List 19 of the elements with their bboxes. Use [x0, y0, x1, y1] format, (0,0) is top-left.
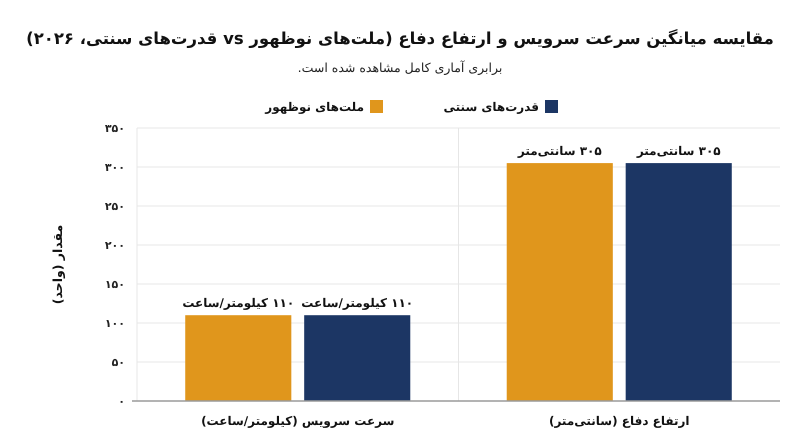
y-tick-label: ۱۰۰	[104, 317, 125, 330]
legend-label: قدرت‌های سنتی	[444, 100, 539, 114]
y-tick-label: ۱۵۰	[104, 278, 125, 291]
chart-title: مقایسه میانگین سرعت سرویس و ارتفاع دفاع (ملت‌های نوظهور vs قدرت‌های سنتی، ۲۰۲۶)	[26, 28, 774, 49]
data-label: ۱۱۰ کیلومتر/ساعت	[182, 296, 294, 310]
y-tick-label: ۵۰	[112, 356, 125, 369]
y-tick-label: ۰	[118, 395, 125, 408]
chart-subtitle: برابری آماری کامل مشاهده شده است.	[298, 60, 502, 76]
y-axis-title: مقدار (واحد)	[50, 224, 66, 304]
data-label: ۱۱۰ کیلومتر/ساعت	[301, 296, 414, 310]
x-tick-label: ارتفاع دفاع (سانتی‌متر)	[548, 414, 690, 428]
y-tick-label: ۲۰۰	[104, 239, 125, 252]
y-tick-label: ۳۰۰	[104, 161, 125, 174]
y-tick-label: ۳۵۰	[104, 122, 125, 135]
data-label: ۳۰۵ سانتی‌متر	[516, 144, 602, 158]
data-label: ۳۰۵ سانتی‌متر	[636, 144, 721, 158]
y-tick-label: ۲۵۰	[104, 200, 125, 213]
x-tick-label: سرعت سرویس (کیلومتر/ساعت)	[201, 414, 394, 428]
legend-label: ملت‌های نوظهور	[264, 100, 364, 114]
